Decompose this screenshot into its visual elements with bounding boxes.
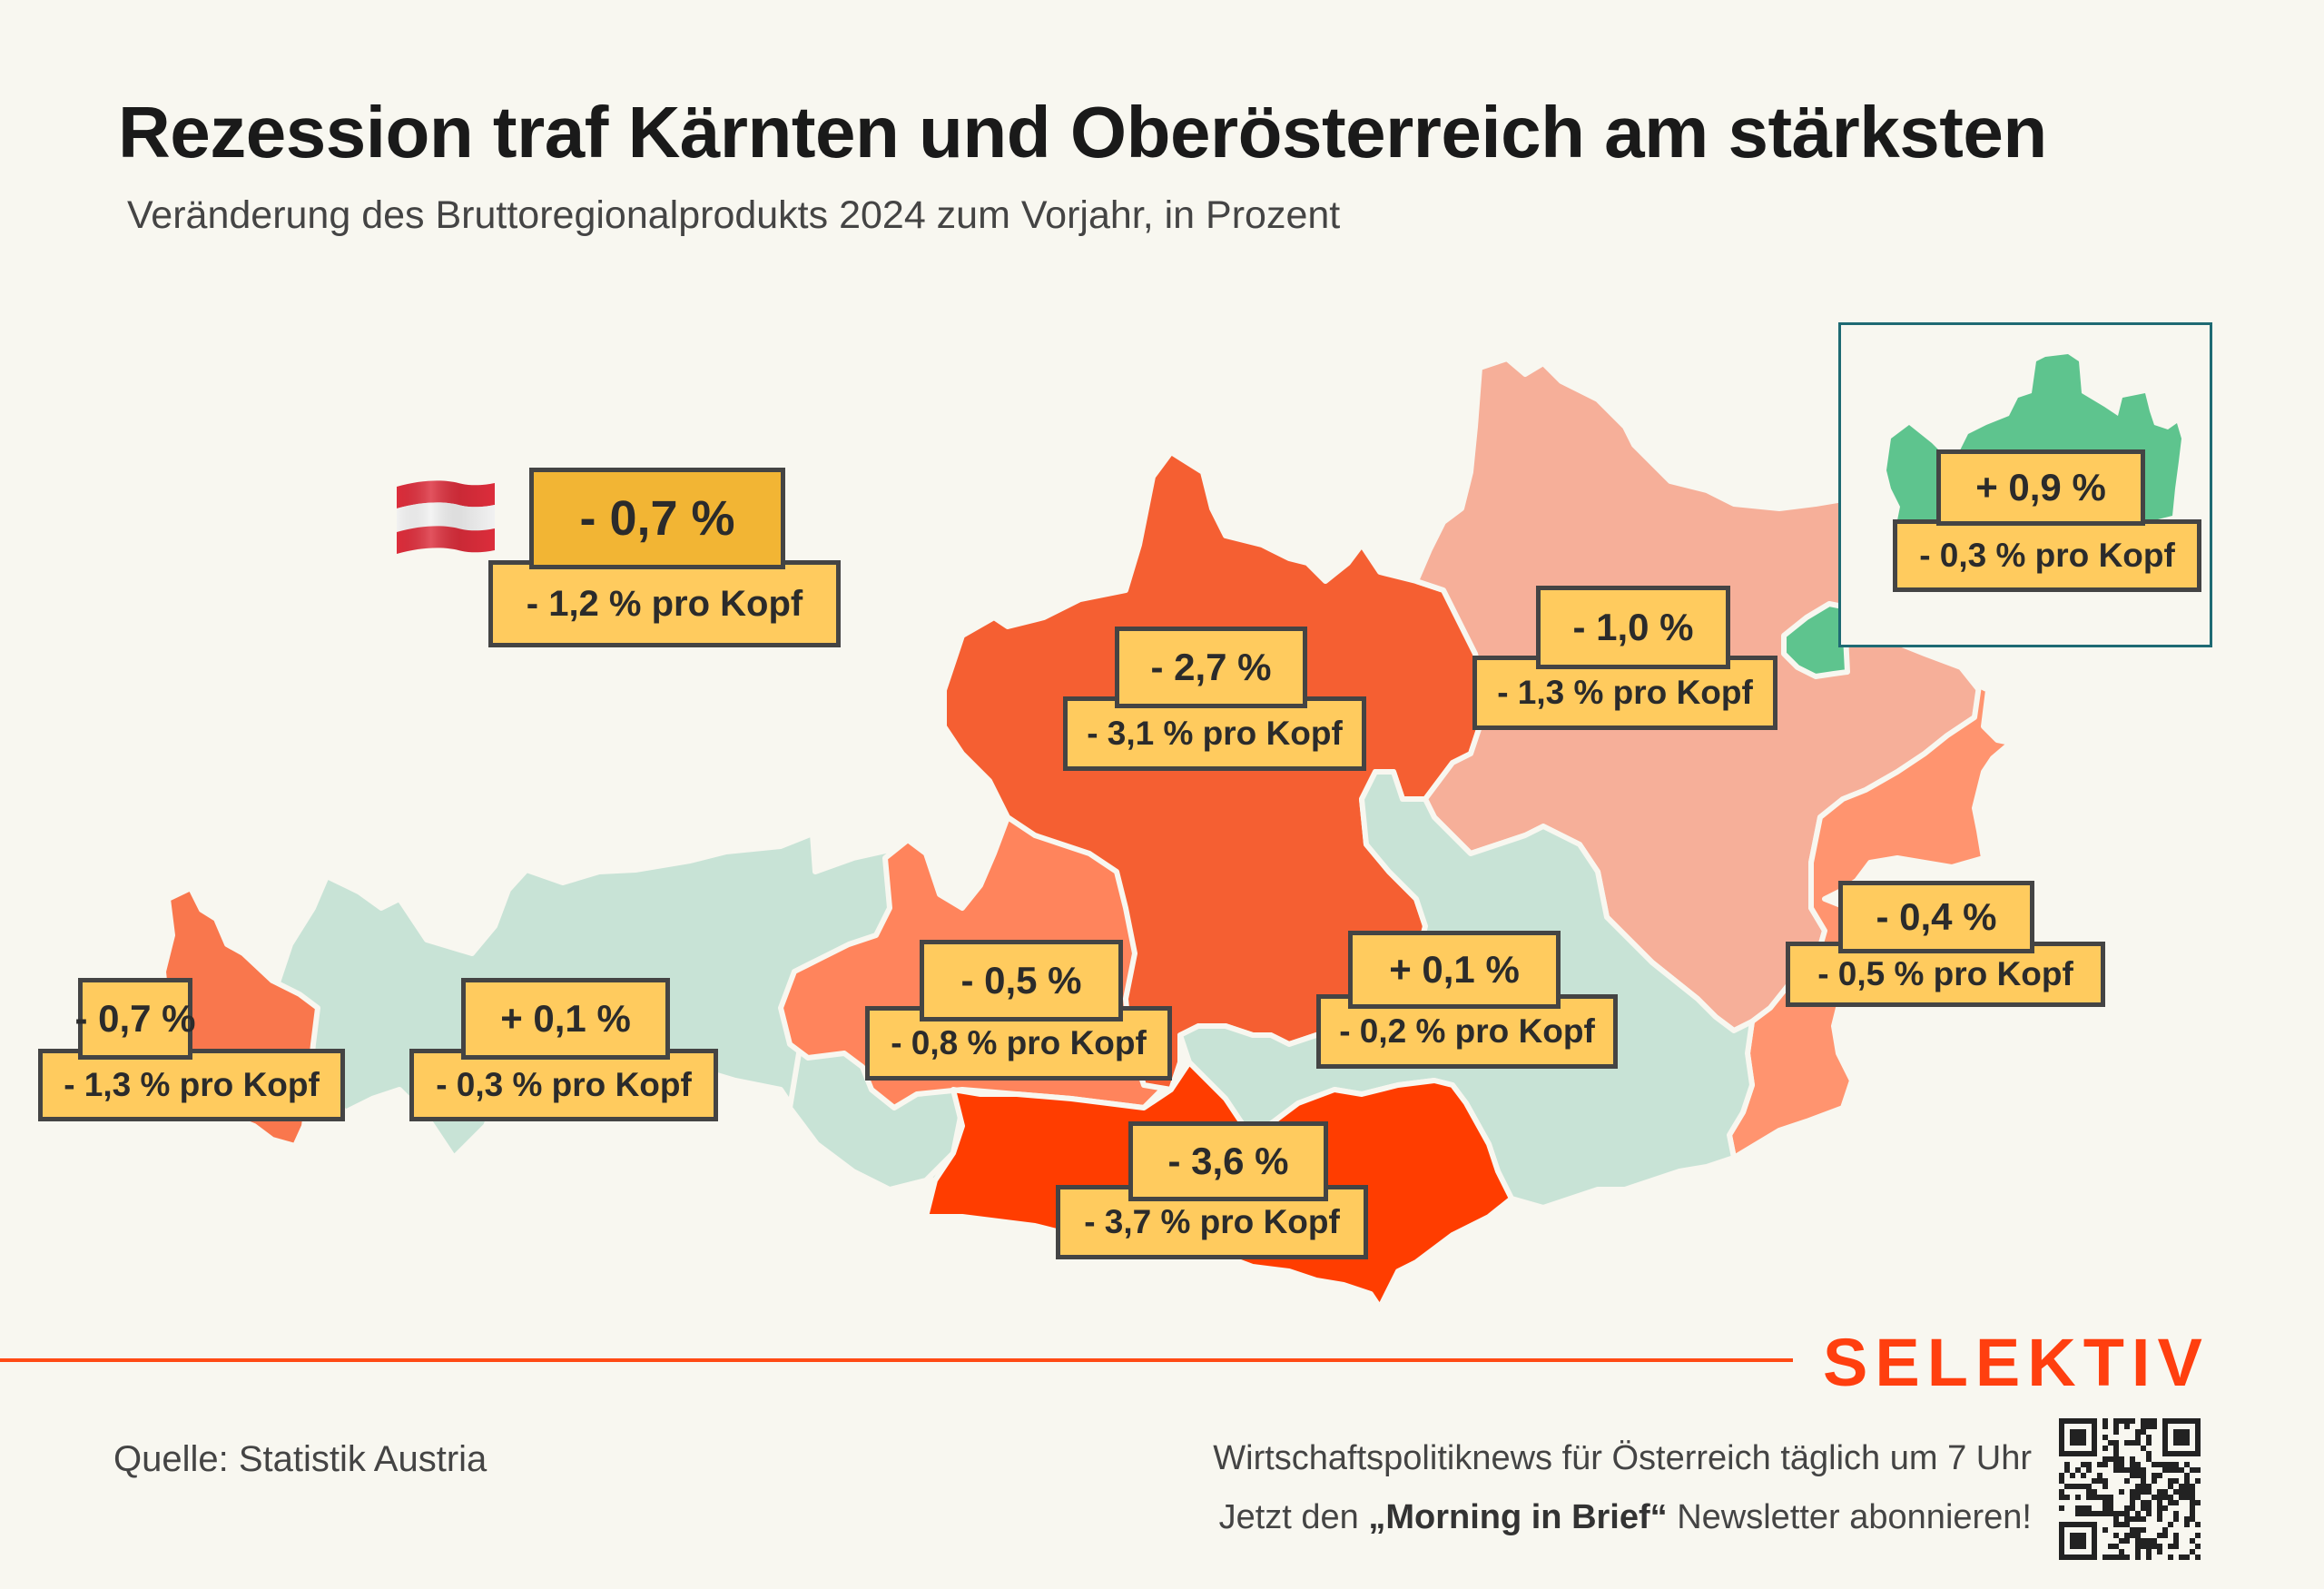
source-note: Quelle: Statistik Austria <box>113 1439 487 1479</box>
national-change-badge: - 0,7 % <box>529 468 785 569</box>
vorarlberg-change-label: - 0,7 % <box>74 978 196 1060</box>
promo-suffix: Newsletter abonnieren! <box>1667 1498 2032 1536</box>
burgenland-change-label: - 0,4 % <box>1838 881 2034 953</box>
footer-divider <box>0 1358 1793 1362</box>
tirol-per-capita-label: - 0,3 % pro Kopf <box>409 1049 718 1121</box>
page-title: Rezession traf Kärnten und Oberösterreic… <box>118 92 2047 173</box>
niederoesterreich-change-label: - 1,0 % <box>1536 586 1730 669</box>
oberoesterreich-change-label: - 2,7 % <box>1115 627 1307 708</box>
promo-line-1: Wirtschaftspolitiknews für Österreich tä… <box>1213 1439 2032 1477</box>
vorarlberg-per-capita-label: - 1,3 % pro Kopf <box>38 1049 345 1121</box>
brand-logo: SELEKTIV <box>1823 1325 2210 1400</box>
promo-prefix: Jetzt den <box>1218 1498 1369 1536</box>
wien-change-label: + 0,9 % <box>1936 449 2145 526</box>
wien-per-capita-label: - 0,3 % pro Kopf <box>1893 519 2201 592</box>
tirol-change-label: + 0,1 % <box>461 978 670 1060</box>
steiermark-change-label: + 0,1 % <box>1348 931 1561 1009</box>
page-subtitle: Veränderung des Bruttoregionalprodukts 2… <box>127 193 1341 237</box>
kaernten-change-label: - 3,6 % <box>1128 1121 1328 1201</box>
national-per-capita-badge: - 1,2 % pro Kopf <box>488 560 841 647</box>
oberoesterreich-per-capita-label: - 3,1 % pro Kopf <box>1063 696 1366 771</box>
promo-line-2[interactable]: Jetzt den „Morning in Brief“ Newsletter … <box>1219 1498 2032 1537</box>
salzburg-change-label: - 0,5 % <box>920 940 1123 1022</box>
austria-flag-icon <box>397 480 495 554</box>
newsletter-name: „Morning in Brief“ <box>1368 1498 1668 1536</box>
qr-code-icon[interactable] <box>2059 1416 2201 1562</box>
region-wien-map[interactable] <box>1781 601 1850 679</box>
